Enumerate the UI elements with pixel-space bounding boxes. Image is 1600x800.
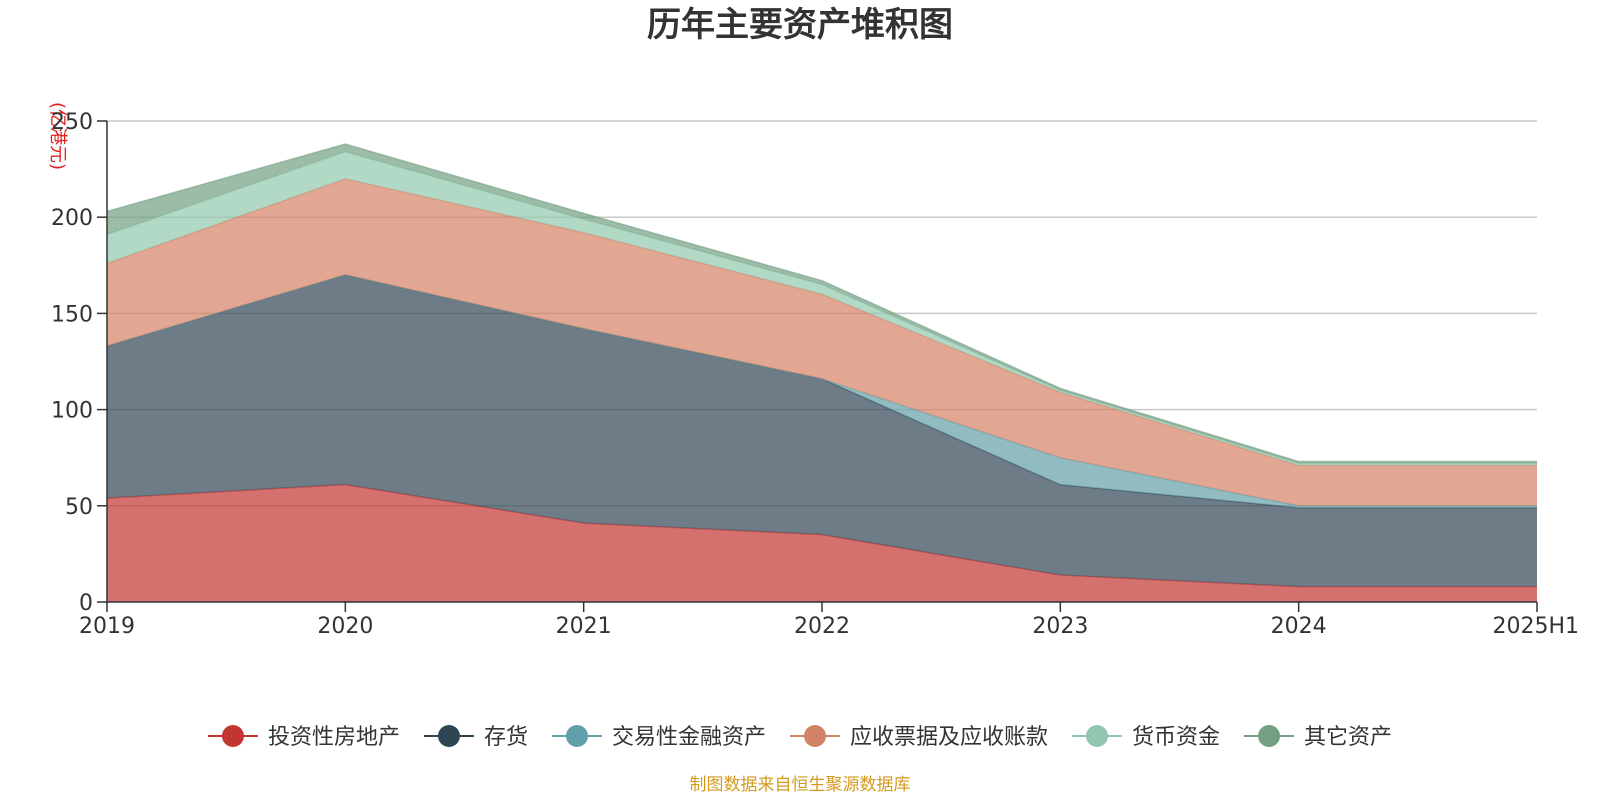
data-source-note: 制图数据来自恒生聚源数据库 bbox=[690, 775, 911, 795]
x-tick-label-2021: 2021 bbox=[556, 614, 612, 639]
legend-label-2: 交易性金融资产 bbox=[612, 725, 766, 750]
area-series bbox=[106, 143, 1537, 602]
legend-label-3: 应收票据及应收账款 bbox=[850, 725, 1048, 750]
legend-marker-3 bbox=[804, 725, 826, 747]
legend-item-3[interactable]: 应收票据及应收账款 bbox=[790, 725, 1048, 750]
y-tick-label-50: 50 bbox=[65, 495, 93, 520]
y-tick-label-150: 150 bbox=[51, 302, 93, 327]
x-tick-label-2020: 2020 bbox=[317, 614, 373, 639]
x-tick-label-2023: 2023 bbox=[1032, 614, 1088, 639]
legend-marker-2 bbox=[565, 725, 588, 747]
legend-label-0: 投资性房地产 bbox=[268, 725, 400, 750]
x-tick-label-2022: 2022 bbox=[794, 614, 850, 639]
y-tick-label-0: 0 bbox=[79, 591, 93, 616]
legend-item-1[interactable]: 存货 bbox=[423, 725, 528, 750]
x-tick-label-2024: 2024 bbox=[1271, 614, 1327, 639]
area-series-0 bbox=[107, 484, 1537, 602]
legend-marker-4 bbox=[1086, 725, 1109, 747]
axes: 0 50 100 150 200 250 2019 2020 2021 2022 2023 2024 2… bbox=[51, 110, 1579, 639]
x-tick-label-2019: 2019 bbox=[79, 614, 135, 639]
y-tick-label-250: 250 bbox=[51, 110, 93, 135]
y-tick-label-200: 200 bbox=[51, 206, 93, 231]
series-line-5 bbox=[106, 143, 1537, 463]
y-axis-unit-label: (亿港元) bbox=[47, 102, 68, 170]
legend-item-4[interactable]: 货币资金 bbox=[1072, 725, 1220, 750]
legend-label-4: 货币资金 bbox=[1132, 725, 1220, 750]
legend-marker-1 bbox=[437, 725, 460, 747]
area-series-5 bbox=[107, 144, 1537, 464]
legend-label-5: 其它资产 bbox=[1304, 725, 1392, 750]
area-series-1 bbox=[107, 274, 1537, 587]
legend[interactable]: 投资性房地产 存货 交易性金融资产 应收票据及应收账款 货币资金 其它资产 bbox=[207, 725, 1392, 750]
x-tick-label-2025H1: 2025H1 bbox=[1492, 614, 1579, 639]
legend-item-2[interactable]: 交易性金融资产 bbox=[551, 725, 766, 750]
area-series-3 bbox=[107, 178, 1537, 506]
chart-title: 历年主要资产堆积图 bbox=[647, 5, 953, 45]
legend-marker-0 bbox=[221, 725, 244, 747]
legend-marker-5 bbox=[1258, 725, 1281, 747]
legend-item-5[interactable]: 其它资产 bbox=[1244, 725, 1392, 750]
y-tick-label-100: 100 bbox=[51, 399, 93, 424]
legend-item-0[interactable]: 投资性房地产 bbox=[207, 725, 400, 750]
legend-label-1: 存货 bbox=[484, 725, 528, 750]
